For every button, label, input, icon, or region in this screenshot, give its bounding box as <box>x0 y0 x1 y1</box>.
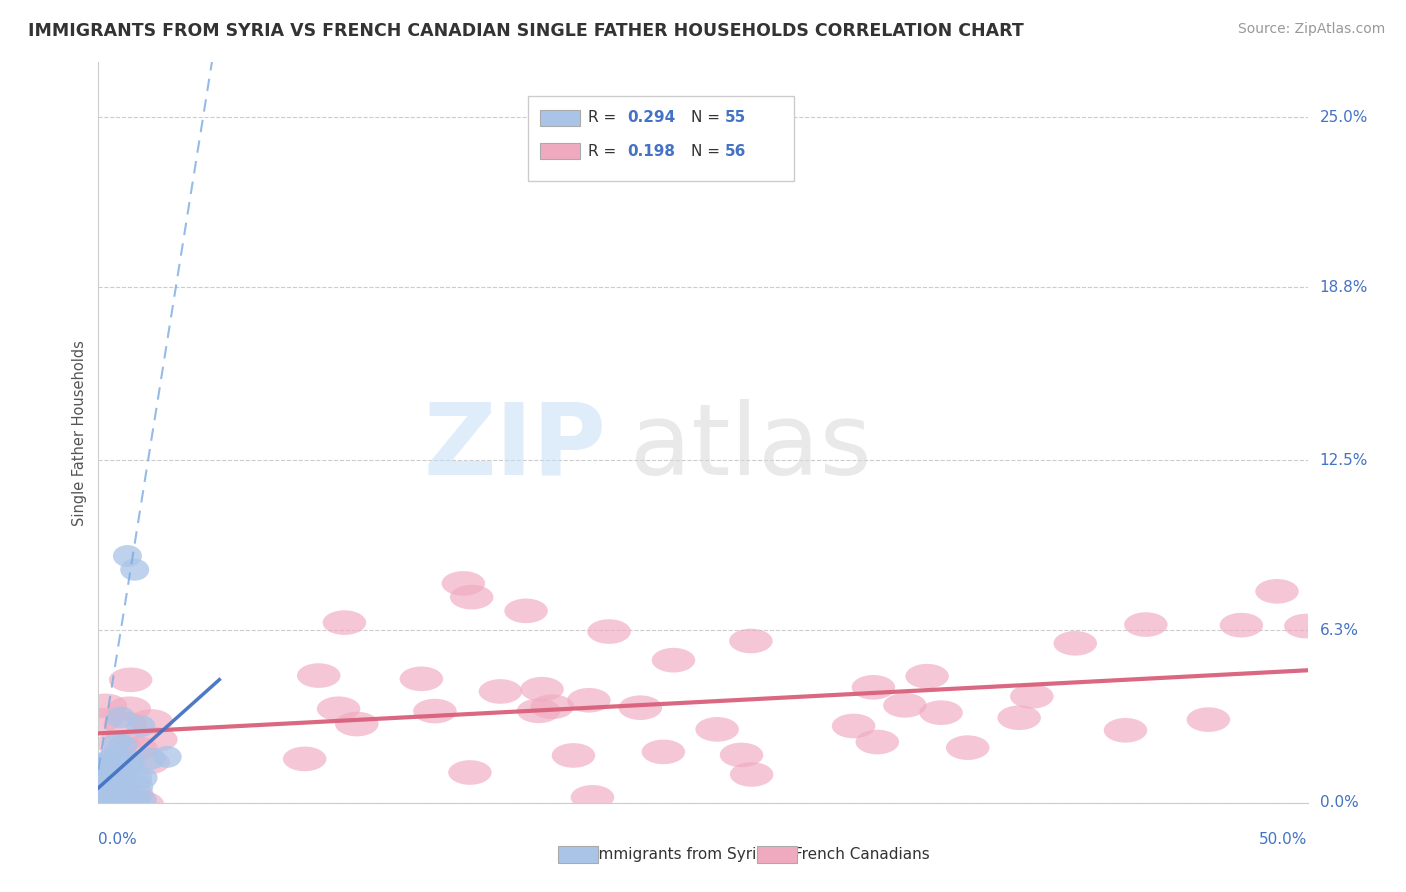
Text: 0.0%: 0.0% <box>1320 796 1358 810</box>
Text: 0.0%: 0.0% <box>98 832 138 847</box>
Text: 0.294: 0.294 <box>627 111 675 126</box>
FancyBboxPatch shape <box>540 110 579 126</box>
Text: Immigrants from Syria: Immigrants from Syria <box>595 847 766 863</box>
Text: Source: ZipAtlas.com: Source: ZipAtlas.com <box>1237 22 1385 37</box>
Text: N =: N = <box>690 111 724 126</box>
Text: 55: 55 <box>724 111 747 126</box>
Y-axis label: Single Father Households: Single Father Households <box>72 340 87 525</box>
Text: 56: 56 <box>724 144 747 159</box>
Text: 50.0%: 50.0% <box>1260 832 1308 847</box>
Text: 25.0%: 25.0% <box>1320 110 1368 125</box>
Text: N =: N = <box>690 144 724 159</box>
Text: ZIP: ZIP <box>423 399 606 496</box>
FancyBboxPatch shape <box>540 143 579 160</box>
Text: R =: R = <box>588 111 621 126</box>
Text: R =: R = <box>588 144 621 159</box>
Text: French Canadians: French Canadians <box>793 847 929 863</box>
Text: IMMIGRANTS FROM SYRIA VS FRENCH CANADIAN SINGLE FATHER HOUSEHOLDS CORRELATION CH: IMMIGRANTS FROM SYRIA VS FRENCH CANADIAN… <box>28 22 1024 40</box>
FancyBboxPatch shape <box>527 95 793 181</box>
FancyBboxPatch shape <box>758 847 797 863</box>
Text: 18.8%: 18.8% <box>1320 280 1368 294</box>
FancyBboxPatch shape <box>558 847 598 863</box>
Text: 6.3%: 6.3% <box>1320 623 1358 638</box>
Text: 0.198: 0.198 <box>627 144 675 159</box>
Text: 12.5%: 12.5% <box>1320 452 1368 467</box>
Text: atlas: atlas <box>630 399 872 496</box>
